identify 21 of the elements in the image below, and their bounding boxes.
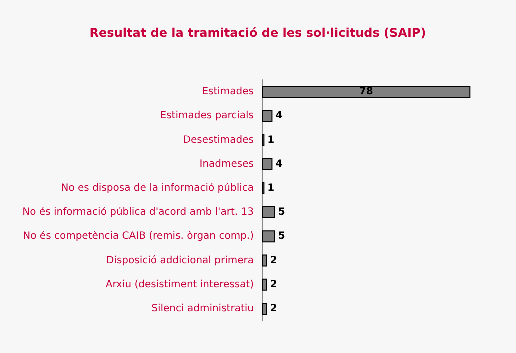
y-tick-label: No és competència CAIB (remis. òrgan comp.) — [23, 231, 254, 242]
data-label: 2 — [270, 279, 278, 290]
y-tick-label: Inadmeses — [200, 158, 254, 170]
data-label: 2 — [270, 255, 278, 266]
y-tick-label: Arxiu (desistiment interessat) — [106, 279, 254, 290]
y-tick-label: Estimades — [202, 86, 254, 98]
y-tick-label: Desestimades — [183, 134, 254, 146]
data-label: 5 — [278, 231, 286, 242]
data-label: 1 — [268, 182, 275, 194]
data-label: 4 — [276, 158, 283, 170]
y-tick-label: No és informació pública d'acord amb l'art. 13 — [22, 207, 254, 218]
y-tick-label: Silenci administratiu — [152, 303, 254, 314]
y-tick-label: Estimades parcials — [160, 110, 254, 122]
chart-title: Resultat de la tramitació de les sol·licituds (SAIP) — [90, 26, 426, 40]
data-label: 4 — [276, 110, 283, 122]
data-label: 78 — [359, 86, 374, 98]
data-label: 5 — [278, 207, 286, 218]
y-tick-label: No es disposa de la informació pública — [61, 182, 254, 194]
data-label: 1 — [268, 134, 275, 146]
data-label: 2 — [270, 303, 278, 314]
y-tick-label: Disposició addicional primera — [106, 255, 254, 266]
